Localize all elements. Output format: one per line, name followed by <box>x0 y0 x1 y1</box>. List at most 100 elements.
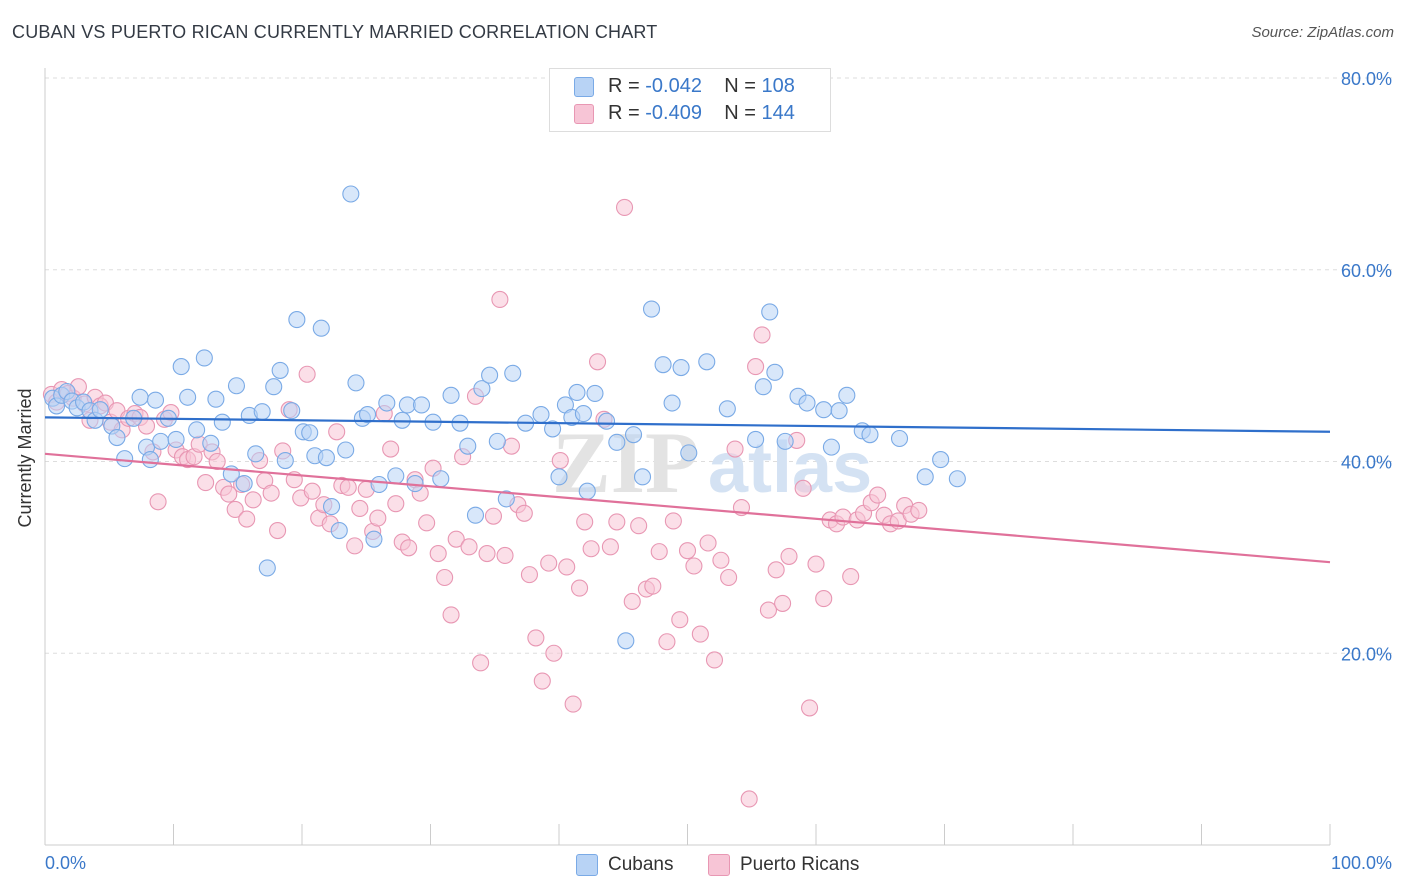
source-credit: Source: ZipAtlas.com <box>1251 24 1394 41</box>
cuban-point <box>247 445 265 463</box>
stats-legend: R = -0.042 N = 108 R = -0.409 N = 144 <box>549 68 831 132</box>
puerto-rican-point <box>564 695 582 713</box>
cuban-point <box>568 383 586 402</box>
puerto-rican-point <box>571 579 589 597</box>
puerto-rican-point <box>496 546 514 565</box>
cuban-point <box>253 403 271 421</box>
puerto-rican-point <box>780 547 798 565</box>
puerto-rican-point <box>720 568 738 587</box>
cuban-point <box>497 490 515 508</box>
cuban-point <box>387 467 405 485</box>
cuban-point <box>822 438 840 456</box>
puerto-rican-point <box>801 699 819 717</box>
cuban-points <box>44 185 966 650</box>
puerto-ricans-legend-swatch <box>708 854 730 876</box>
cuban-point <box>432 470 450 488</box>
cuban-point <box>459 437 477 455</box>
puerto-rican-point <box>726 440 744 458</box>
cuban-n-label: N = <box>724 75 762 97</box>
cuban-point <box>146 391 165 409</box>
watermark: ZIP atlas <box>552 415 872 512</box>
puerto-rican-point <box>238 510 256 528</box>
cuban-point <box>654 356 672 374</box>
cuban-trend-line <box>44 416 1331 433</box>
cuban-point <box>680 444 698 462</box>
pr-n-value: 144 <box>761 102 795 124</box>
cuban-point <box>116 450 134 468</box>
puerto-rican-point <box>774 594 792 612</box>
puerto-rican-point <box>623 592 641 611</box>
cuban-r-value: -0.042 <box>645 75 702 97</box>
chart-title: CUBAN VS PUERTO RICAN CURRENTLY MARRIED … <box>12 22 658 42</box>
cuban-point <box>342 185 360 203</box>
y-axis-label: Currently Married <box>15 388 35 527</box>
puerto-rican-point <box>601 538 619 556</box>
puerto-rican-point <box>527 629 545 647</box>
puerto-rican-point <box>767 561 785 579</box>
cuban-point <box>586 384 604 402</box>
cubans-legend-swatch <box>576 854 598 876</box>
puerto-rican-point <box>650 543 668 561</box>
puerto-rican-point <box>346 537 364 555</box>
puerto-rican-point <box>442 606 460 624</box>
puerto-ricans-legend-label: Puerto Ricans <box>740 854 860 875</box>
cuban-point <box>358 405 377 424</box>
cuban-point <box>301 424 319 442</box>
puerto-rican-point <box>226 500 244 518</box>
cuban-point <box>378 394 396 412</box>
cuban-point <box>544 420 562 438</box>
cuban-point <box>188 421 206 439</box>
cuban-point <box>672 358 690 377</box>
puerto-rican-point <box>582 540 600 558</box>
cuban-point <box>578 482 596 500</box>
puerto-rican-point <box>699 534 717 552</box>
puerto-rican-point <box>753 326 771 344</box>
puerto-rican-point <box>630 517 648 535</box>
cuban-point <box>167 430 185 448</box>
cuban-point <box>663 394 681 412</box>
cuban-r-label: R = <box>608 75 646 97</box>
cuban-point <box>141 451 159 469</box>
cuban-point <box>258 559 276 577</box>
puerto-rican-point <box>447 530 465 548</box>
cuban-point <box>108 428 126 447</box>
puerto-rican-point <box>759 601 778 619</box>
cuban-point <box>608 433 626 451</box>
puerto-rican-point <box>478 544 496 563</box>
cuban-point <box>798 394 816 412</box>
cuban-point <box>283 402 301 420</box>
trend-lines <box>44 416 1331 564</box>
cuban-swatch <box>574 77 594 97</box>
cuban-point <box>202 434 220 452</box>
puerto-rican-point <box>588 353 607 371</box>
cuban-point <box>172 358 190 376</box>
puerto-rican-point <box>149 493 167 511</box>
cuban-point <box>861 426 879 444</box>
puerto-rican-point <box>658 633 676 651</box>
legend-text-puerto-ricans: R = -0.409 N = 144 <box>608 100 795 126</box>
puerto-rican-point <box>460 538 478 556</box>
cuban-point <box>466 506 485 524</box>
cuban-point <box>932 451 950 469</box>
y-tick-label: 20.0% <box>1341 644 1392 664</box>
puerto-rican-point <box>491 290 509 309</box>
puerto-rican-point <box>515 504 533 522</box>
cuban-point <box>747 430 765 448</box>
puerto-rican-point <box>834 508 852 526</box>
y-tick-label: 40.0% <box>1341 453 1392 473</box>
puerto-rican-point <box>387 495 405 513</box>
pr-n-label: N = <box>724 102 762 124</box>
cuban-point <box>227 377 246 395</box>
puerto-rican-point <box>664 512 682 530</box>
cuban-point <box>642 300 661 318</box>
puerto-rican-point <box>220 485 238 503</box>
cubans-legend-label: Cubans <box>608 854 674 875</box>
puerto-rican-point <box>794 479 812 497</box>
puerto-rican-point <box>815 590 833 608</box>
cuban-point <box>288 311 306 329</box>
puerto-rican-point <box>502 437 521 455</box>
puerto-rican-point <box>244 491 262 509</box>
puerto-rican-point <box>747 358 765 376</box>
cuban-point <box>312 319 330 337</box>
